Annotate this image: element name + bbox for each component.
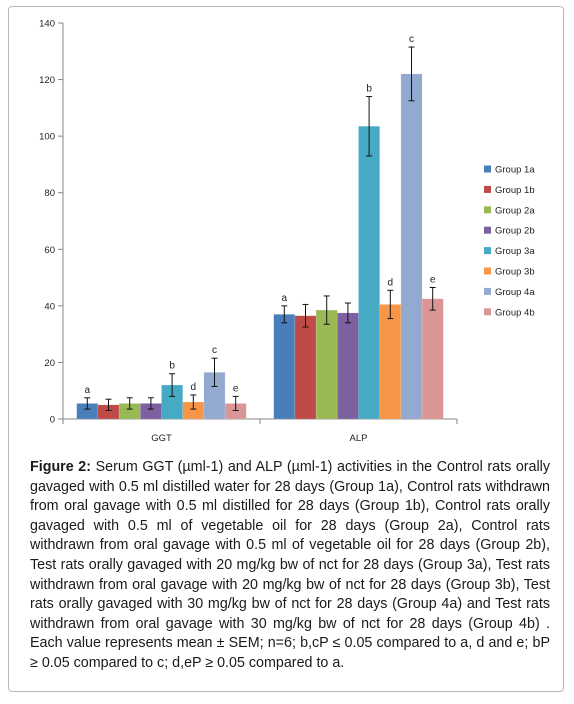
significance-label: d <box>191 382 197 393</box>
y-tick-label: 20 <box>44 358 55 369</box>
y-tick-label: 0 <box>50 415 55 426</box>
caption-text: Serum GGT (µml-1) and ALP (µml-1) activi… <box>30 459 551 671</box>
bar <box>400 73 423 420</box>
y-tick-label: 80 <box>44 188 55 199</box>
significance-label: b <box>366 84 372 95</box>
legend-label: Group 3a <box>495 246 535 257</box>
y-tick-label: 40 <box>44 301 55 312</box>
legend-label: Group 3b <box>495 267 535 278</box>
legend-label: Group 1a <box>495 165 535 176</box>
legend-label: Group 4b <box>495 307 535 318</box>
y-tick-label: 120 <box>39 75 55 86</box>
significance-label: a <box>282 293 288 304</box>
bar <box>337 312 359 420</box>
caption-label: Figure 2: <box>30 459 92 475</box>
bar <box>379 304 402 420</box>
significance-label: c <box>409 34 414 45</box>
significance-label: a <box>85 385 91 396</box>
figure-caption: Figure 2: Serum GGT (µml-1) and ALP (µml… <box>30 458 550 674</box>
legend-swatch <box>484 308 491 316</box>
significance-label: b <box>169 361 175 372</box>
figure-frame <box>8 6 564 692</box>
bar <box>315 309 338 420</box>
legend-swatch <box>484 267 491 275</box>
legend-swatch <box>484 185 491 193</box>
significance-label: e <box>430 274 436 285</box>
legend-swatch <box>484 287 491 295</box>
bar-chart: 0 20 40 60 80 100 120 140 GGT a b d c e ALP a b d c e Group … <box>39 19 535 445</box>
significance-label: e <box>233 383 239 394</box>
legend-swatch <box>484 165 491 173</box>
bar <box>358 125 380 420</box>
bar <box>421 298 444 420</box>
legend-label: Group 1b <box>495 185 535 196</box>
legend-label: Group 4a <box>495 287 535 298</box>
y-tick-label: 60 <box>44 245 55 256</box>
legend-swatch <box>484 247 491 255</box>
legend-label: Group 2a <box>495 205 535 216</box>
legend-label: Group 2b <box>495 226 535 237</box>
y-tick-label: 100 <box>39 132 55 143</box>
x-tick-label: GGT <box>151 433 172 444</box>
bar <box>273 314 296 420</box>
x-tick-label: ALP <box>350 433 368 444</box>
legend-swatch <box>484 206 491 214</box>
bar <box>294 315 317 420</box>
y-tick-label: 140 <box>39 19 55 30</box>
legend-swatch <box>484 226 491 234</box>
significance-label: c <box>212 345 217 356</box>
significance-label: d <box>388 277 394 288</box>
